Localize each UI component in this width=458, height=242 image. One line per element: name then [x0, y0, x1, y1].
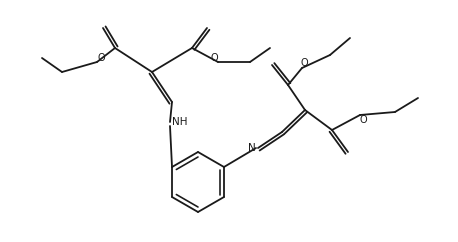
- Text: O: O: [97, 53, 105, 63]
- Text: N: N: [248, 143, 256, 153]
- Text: O: O: [210, 53, 218, 63]
- Text: O: O: [359, 115, 367, 125]
- Text: O: O: [300, 58, 308, 68]
- Text: NH: NH: [172, 117, 188, 127]
